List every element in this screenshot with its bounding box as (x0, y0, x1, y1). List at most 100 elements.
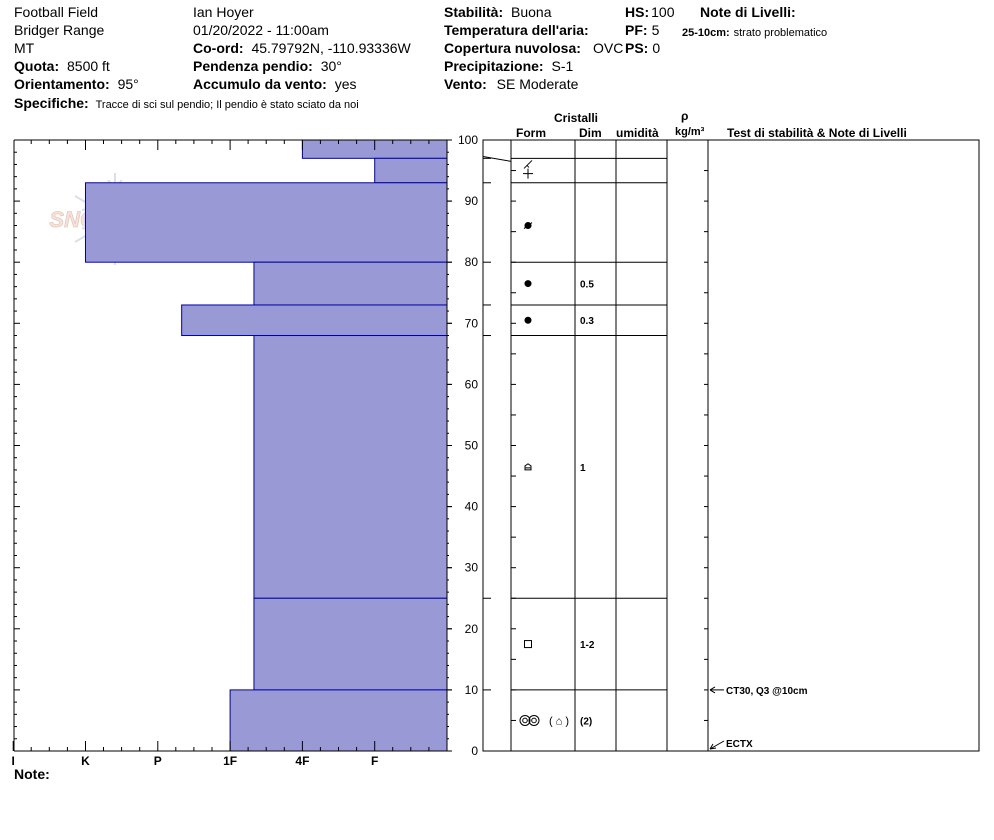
grain-size-label: 1 (580, 463, 586, 474)
wind-label: Vento: (444, 76, 487, 92)
depth-tick-label: 40 (465, 500, 479, 514)
hardness-tick-label: 4F (295, 754, 309, 768)
moisture-header: umidità (616, 126, 659, 140)
wind-loading-label: Accumulo da vento: (193, 76, 327, 92)
elevation: Quota: 8500 ft (14, 58, 110, 74)
range-name: Bridger Range (14, 22, 105, 38)
test-arrowhead (709, 686, 716, 691)
grain-melt-freeze-rounded-icon (523, 222, 533, 230)
test-arrowhead (709, 743, 714, 750)
grain-size-label: 0.3 (580, 316, 594, 327)
observer-name: Ian Hoyer (193, 4, 254, 20)
coord-value: 45.79792N, -110.93336W (251, 40, 411, 56)
grain-decomposing-fragments-icon (523, 160, 533, 169)
grain-faceted-rounded-icon (524, 463, 532, 471)
tests-header: Test di stabilità & Note di Livelli (727, 126, 907, 140)
grain-secondary-marks: ( ⌂ ) (549, 715, 569, 727)
wind-value: SE Moderate (496, 76, 579, 92)
wind-loading-value: yes (334, 76, 357, 92)
test-arrowhead (709, 747, 717, 750)
size-header: Dim (579, 126, 602, 140)
depth-axis: 0 10 20 30 40 50 60 70 80 90 100 (447, 133, 478, 758)
grain-depth-hoar-and-faceted-rounded-icon (519, 714, 540, 726)
hardness-axis: I K P 1F 4F F (12, 741, 430, 768)
specifics-label: Specifiche: (14, 95, 89, 111)
hardness-bar-7 (229, 689, 448, 752)
grain-rounded-grains-icon (524, 280, 532, 288)
notes-label: Note: (14, 766, 50, 782)
hardness-tick-label: K (81, 754, 90, 768)
pf-label: PF: (625, 22, 648, 38)
form-header: Form (516, 126, 546, 140)
hardness-tick-label: I (12, 754, 15, 768)
aspect-value: 95° (117, 76, 139, 92)
rho-header: ρ (681, 109, 689, 123)
hardness-tick-label: P (154, 754, 162, 768)
cloud-value: OVC (593, 40, 624, 56)
grain-size-label: (2) (580, 716, 592, 727)
layer-note: 25-10cm: strato problematico (682, 23, 827, 41)
slope-label: Pendenza pendio: (193, 58, 313, 74)
stability-value: Buona (511, 4, 552, 20)
elevation-value: 8500 ft (67, 58, 110, 74)
grain-precipitation-particles-icon (523, 168, 533, 179)
depth-tick-label: 0 (471, 744, 478, 758)
hardness-bar-5 (253, 335, 448, 599)
grain-rounded-grains-icon (524, 316, 532, 324)
depth-tick-label: 90 (465, 194, 479, 208)
location-name: Football Field (14, 4, 99, 20)
wind-loading: Accumulo da vento: yes (193, 76, 356, 92)
grain-column: 0.5 0.3 1 1-2 ( ⌂ ) (2) (519, 160, 595, 727)
precip-label: Precipitazione: (444, 58, 544, 74)
depth-tick-label: 50 (465, 439, 479, 453)
hs-label: HS: (625, 4, 650, 20)
grain-size-label: 1-2 (580, 640, 595, 651)
test-label: CT30, Q3 @10cm (726, 686, 808, 697)
layer-note-depth: 25-10cm: (682, 27, 730, 39)
depth-tick-label: 100 (458, 133, 478, 147)
test-label: ECTX (726, 739, 753, 750)
hardness-bar-2 (85, 182, 448, 263)
grain-size-label: 0.5 (580, 280, 594, 291)
test-arrowhead (709, 689, 716, 694)
layer-note-text: strato problematico (733, 27, 828, 39)
precip-value: S-1 (551, 58, 574, 74)
air-temp-label: Temperatura dell'aria: (444, 22, 589, 38)
stability-tests: CT30, Q3 @10cm ECTX (709, 686, 808, 750)
elevation-label: Quota: (14, 58, 60, 74)
hardness-bar-6 (253, 597, 448, 691)
ps-label: PS: (625, 40, 649, 56)
hs-value: 100 (651, 4, 675, 20)
ps-value: 0 (652, 40, 661, 56)
hs: HS: 100 (625, 4, 674, 20)
specifics: Specifiche: Tracce di sci sul pendio; Il… (14, 95, 359, 113)
crystals-header: Cristalli (554, 111, 599, 125)
hardness-bar-4 (181, 304, 448, 337)
layer-table (482, 139, 980, 752)
specifics-value: Tracce di sci sul pendio; Il pendio è st… (95, 99, 359, 111)
coordinates: Co-ord: 45.79792N, -110.93336W (193, 40, 411, 56)
depth-tick-label: 70 (465, 316, 479, 330)
hardness-bar-3 (253, 261, 448, 306)
hardness-bars (85, 139, 448, 752)
stability: Stabilità: Buona (444, 4, 552, 20)
aspect: Orientamento: 95° (14, 76, 139, 92)
stability-label: Stabilità: (444, 4, 504, 20)
slope-angle: Pendenza pendio: 30° (193, 58, 342, 74)
depth-tick-label: 30 (465, 561, 479, 575)
grain-faceted-crystals-icon (524, 640, 532, 649)
state-name: MT (14, 40, 35, 56)
ps: PS: 0 (625, 40, 660, 56)
cloud-label: Copertura nuvolosa: (444, 40, 581, 56)
depth-tick-label: 20 (465, 622, 479, 636)
precipitation: Precipitazione: S-1 (444, 58, 573, 74)
hardness-tick-label: 1F (223, 754, 237, 768)
layer-notes-label: Note di Livelli: (700, 4, 796, 20)
depth-tick-label: 60 (465, 377, 479, 391)
depth-tick-label: 80 (465, 255, 479, 269)
table-border (482, 139, 980, 752)
coord-label: Co-ord: (193, 40, 244, 56)
density-unit-header: kg/m³ (675, 126, 705, 138)
test-pointer (709, 740, 725, 750)
